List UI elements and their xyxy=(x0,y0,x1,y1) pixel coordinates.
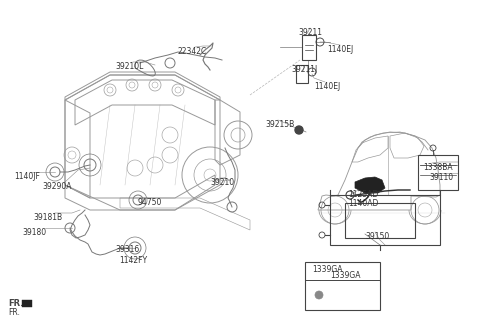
Text: 39215B: 39215B xyxy=(265,120,294,129)
Circle shape xyxy=(315,291,323,299)
Bar xyxy=(296,65,308,83)
Text: 39290A: 39290A xyxy=(42,182,72,191)
Text: 1140EJ: 1140EJ xyxy=(327,45,353,54)
Text: 1339GA: 1339GA xyxy=(312,265,343,274)
Text: 39110: 39110 xyxy=(429,173,453,182)
Text: 39316: 39316 xyxy=(115,245,139,254)
Text: FR.: FR. xyxy=(8,299,24,308)
Circle shape xyxy=(295,126,303,134)
Text: 1140AD: 1140AD xyxy=(348,199,378,208)
Text: 39150: 39150 xyxy=(365,232,389,241)
Bar xyxy=(302,35,316,60)
Text: 39181B: 39181B xyxy=(33,213,62,222)
Text: 1338BA: 1338BA xyxy=(423,163,453,172)
Polygon shape xyxy=(355,177,385,193)
Text: 1140JF: 1140JF xyxy=(14,172,40,181)
Bar xyxy=(418,155,458,190)
Text: 22342C: 22342C xyxy=(178,47,207,56)
Bar xyxy=(345,203,415,238)
Bar xyxy=(330,195,440,245)
Text: 39180: 39180 xyxy=(22,228,46,237)
Text: 39210: 39210 xyxy=(210,178,234,187)
Text: 39210L: 39210L xyxy=(115,62,144,71)
Text: 39211: 39211 xyxy=(298,28,322,37)
Text: FR.: FR. xyxy=(8,308,20,317)
Bar xyxy=(305,262,380,310)
Text: 1142FY: 1142FY xyxy=(119,256,147,265)
Text: 94750: 94750 xyxy=(138,198,162,207)
Text: 39211J: 39211J xyxy=(291,65,317,74)
Text: 1140EJ: 1140EJ xyxy=(314,82,340,91)
Text: 1125AD: 1125AD xyxy=(348,190,378,199)
Text: 1339GA: 1339GA xyxy=(330,271,360,280)
Bar xyxy=(22,300,32,307)
